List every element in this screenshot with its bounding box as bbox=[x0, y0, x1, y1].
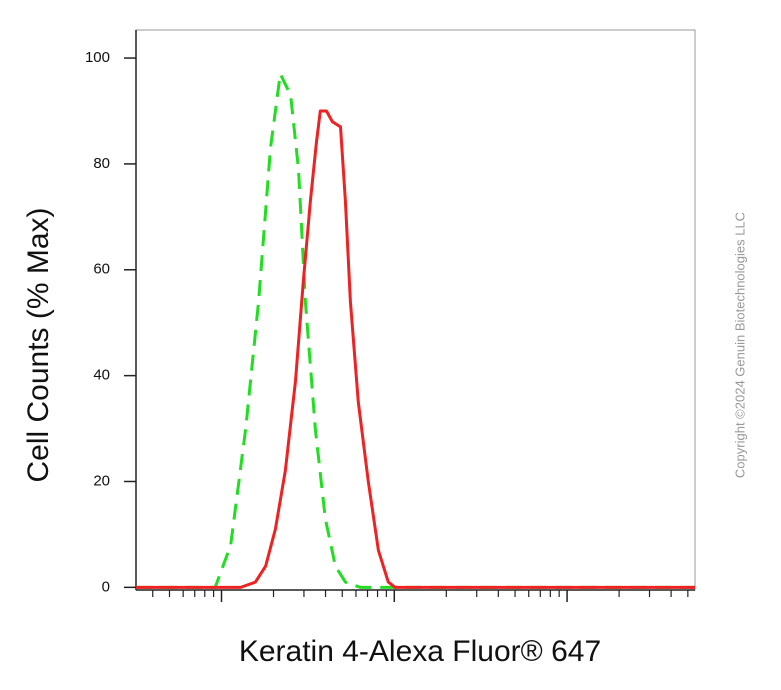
y-axis-title: Cell Counts (% Max) bbox=[22, 207, 55, 482]
histogram-line bbox=[136, 72, 695, 589]
x-axis-title: Keratin 4-Alexa Fluor® 647 bbox=[239, 635, 601, 668]
histogram-line bbox=[136, 109, 695, 589]
y-tick-label: 100 bbox=[85, 49, 110, 66]
y-tick-label: 40 bbox=[93, 367, 110, 384]
y-tick-label: 20 bbox=[93, 472, 110, 489]
plot-frame bbox=[135, 29, 696, 591]
watermark: Copyright ©2024 Genuin Biotechnologies L… bbox=[732, 212, 747, 478]
y-tick-label: 60 bbox=[93, 261, 110, 278]
y-tick-label: 0 bbox=[102, 578, 110, 595]
y-tick-label: 80 bbox=[93, 155, 110, 172]
